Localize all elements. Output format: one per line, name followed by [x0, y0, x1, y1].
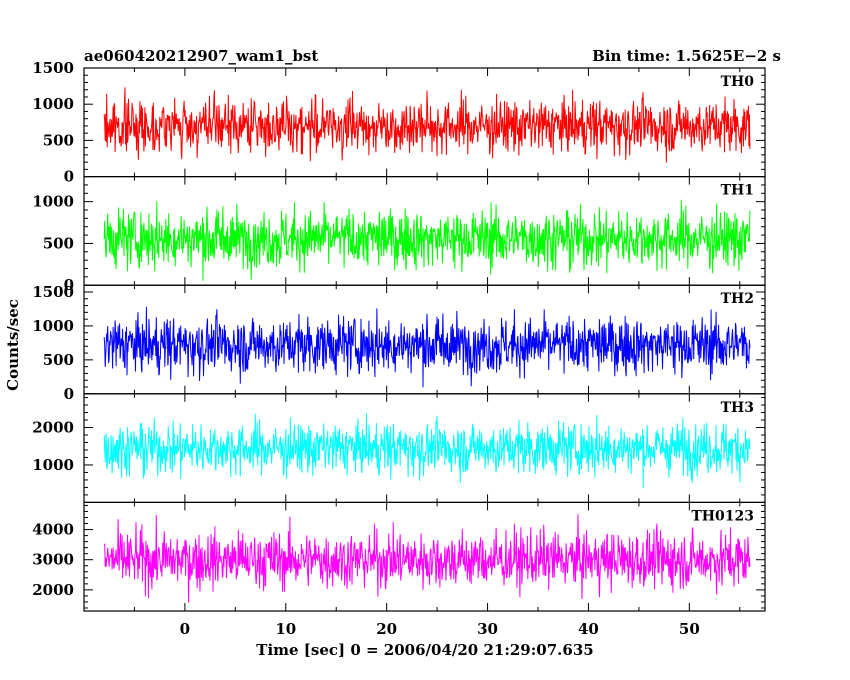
y-tick-label: 1000 — [32, 193, 74, 211]
x-axis-title: Time [sec] 0 = 2006/04/20 21:29:07.635 — [256, 641, 593, 659]
y-tick-label: 1500 — [32, 59, 74, 77]
y-tick-label: 0 — [64, 385, 74, 403]
panel-th0123: 2000 3000 4000 TH0123 — [32, 501, 766, 612]
y-tick-label: 3000 — [32, 551, 74, 569]
y-tick-label: 1000 — [32, 317, 74, 335]
panel-frame — [83, 501, 766, 612]
x-tick-label: 20 — [376, 620, 397, 638]
panel-label-th2: TH2 — [721, 291, 754, 307]
series-line-th2 — [103, 306, 751, 388]
series-line-th1 — [103, 199, 751, 281]
x-tick-label: 0 — [180, 620, 190, 638]
series-line-th0 — [103, 87, 751, 163]
panel-th1: 0 500 1000 TH1 — [32, 176, 766, 294]
y-tick-label: 500 — [43, 351, 74, 369]
panel-th3: 1000 2000 TH3 — [32, 393, 766, 503]
chart-title-right: Bin time: 1.5625E−2 s — [592, 47, 781, 65]
chart-title-left: ae060420212907_wam1_bst — [84, 47, 318, 65]
panel-label-th0123: TH0123 — [691, 508, 754, 524]
y-tick-label: 1000 — [32, 95, 74, 113]
x-axis: 0 10 20 30 40 50 — [180, 620, 700, 638]
series-line-th0123 — [103, 514, 751, 603]
x-tick-label: 40 — [578, 620, 599, 638]
y-tick-label: 1500 — [32, 283, 74, 301]
y-tick-label: 2000 — [32, 419, 74, 437]
y-tick-label: 4000 — [32, 521, 74, 539]
panel-label-th3: TH3 — [721, 400, 754, 416]
y-tick-label: 2000 — [32, 581, 74, 599]
y-tick-label: 0 — [64, 168, 74, 186]
series-line-th3 — [103, 413, 751, 489]
y-tick-label: 500 — [43, 234, 74, 252]
panels-group: 0 500 1000 1500 TH0 0 500 1000 TH1 0 500 1000 1500 TH… — [32, 59, 766, 612]
panel-label-th0: TH0 — [721, 74, 755, 90]
x-tick-label: 30 — [477, 620, 498, 638]
panel-label-th1: TH1 — [721, 183, 754, 199]
x-tick-label: 10 — [275, 620, 296, 638]
y-axis-title: Counts/sec — [4, 299, 22, 391]
panel-th0: 0 500 1000 1500 TH0 — [32, 59, 766, 186]
panel-th2: 0 500 1000 1500 TH2 — [32, 283, 766, 403]
panel-frame — [83, 176, 766, 286]
y-tick-label: 500 — [43, 131, 74, 149]
y-tick-label: 1000 — [32, 456, 74, 474]
y-tick-label: 0 — [64, 276, 74, 294]
x-tick-label: 50 — [679, 620, 700, 638]
